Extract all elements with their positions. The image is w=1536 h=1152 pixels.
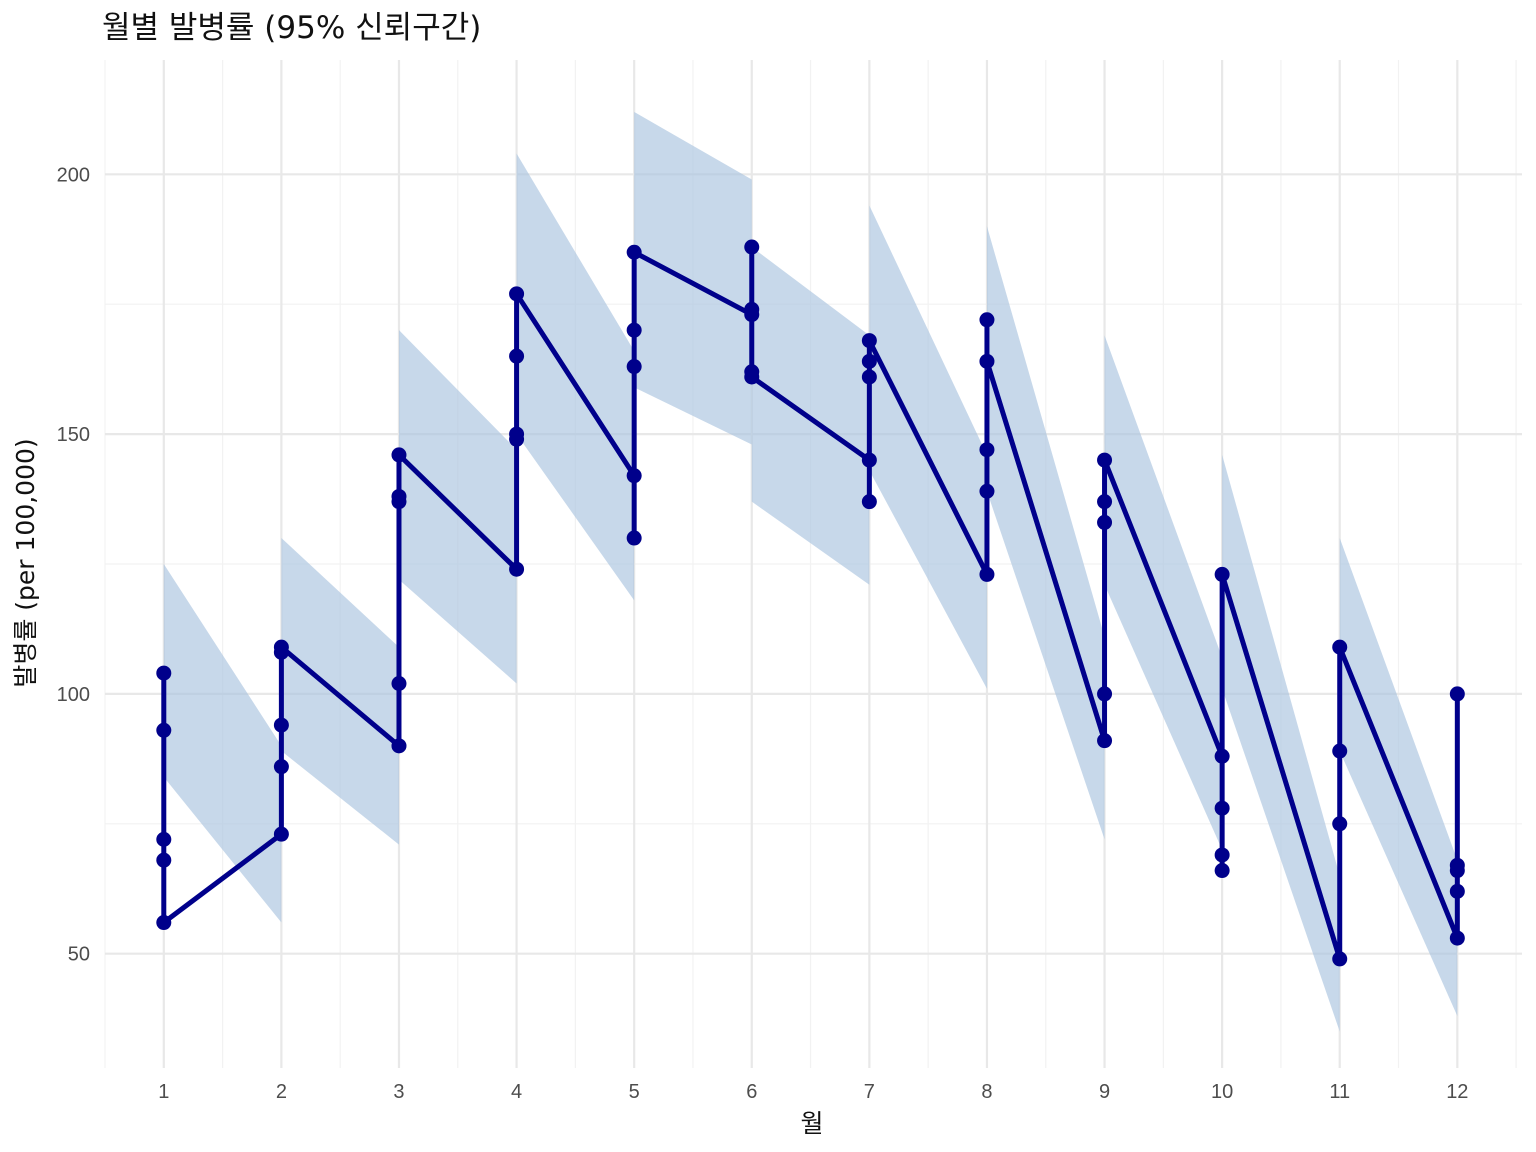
data-point [626, 530, 642, 546]
data-point [391, 488, 407, 504]
data-point [1097, 733, 1113, 749]
confidence-band [986, 226, 1105, 840]
x-tick-label: 9 [1099, 1081, 1110, 1103]
data-point [1332, 816, 1348, 832]
data-point [509, 348, 525, 364]
confidence-band [634, 111, 752, 445]
data-point [626, 359, 642, 375]
data-point [979, 442, 995, 458]
y-tick-label: 200 [57, 164, 90, 186]
data-point [273, 717, 289, 733]
data-point [744, 301, 760, 317]
confidence-band [1222, 454, 1340, 1032]
confidence-band [398, 330, 517, 684]
data-point [861, 494, 877, 510]
data-point [391, 676, 407, 692]
data-point [156, 852, 172, 868]
data-point [391, 738, 407, 754]
data-point [626, 322, 642, 338]
data-point [1449, 686, 1465, 702]
data-point [156, 665, 172, 681]
data-point [1449, 883, 1465, 899]
data-point [273, 759, 289, 775]
data-point [1214, 748, 1230, 764]
data-point [1097, 686, 1113, 702]
data-point [744, 369, 760, 385]
x-tick-label: 11 [1329, 1081, 1350, 1103]
data-point [273, 826, 289, 842]
confidence-band [516, 153, 635, 601]
y-tick-label: 150 [57, 424, 90, 446]
x-tick-label: 6 [746, 1081, 757, 1103]
chart-title: 월별 발병률 (95% 신뢰구간) [102, 10, 481, 46]
data-point [861, 333, 877, 349]
data-point [1214, 566, 1230, 582]
data-point [744, 239, 760, 255]
x-tick-label: 2 [276, 1081, 287, 1103]
data-point [156, 722, 172, 738]
y-tick-label: 100 [57, 684, 90, 706]
x-axis-title: 월 [800, 1109, 823, 1138]
data-point [979, 483, 995, 499]
data-point [509, 286, 525, 302]
data-point [1332, 639, 1348, 655]
confidence-band [1104, 335, 1223, 850]
data-point [979, 312, 995, 328]
confidence-band [163, 564, 282, 923]
data-point [626, 468, 642, 484]
data-point [626, 244, 642, 260]
y-tick-label: 50 [68, 944, 90, 966]
x-tick-label: 8 [981, 1081, 992, 1103]
confidence-band [1339, 538, 1458, 1017]
data-point [156, 915, 172, 931]
x-tick-label: 7 [864, 1081, 875, 1103]
x-tick-label: 1 [158, 1081, 169, 1103]
data-point [861, 353, 877, 369]
data-point [156, 831, 172, 847]
x-tick-label: 12 [1446, 1081, 1468, 1103]
data-point [1214, 800, 1230, 816]
data-point [273, 639, 289, 655]
x-tick-label: 4 [511, 1081, 522, 1103]
data-point [979, 353, 995, 369]
data-point [1332, 743, 1348, 759]
data-point [1097, 494, 1113, 510]
data-point [1097, 514, 1113, 530]
confidence-band [869, 205, 987, 689]
confidence-ribbons [163, 111, 1458, 1032]
data-point [1214, 863, 1230, 879]
y-axis-title: 발병률 (per 100,000) [11, 438, 40, 687]
y-axis-ticks: 50 100 150 200 [57, 164, 90, 965]
data-point [1449, 930, 1465, 946]
data-point [1214, 847, 1230, 863]
x-axis-ticks: 1 2 3 4 5 6 7 8 9 10 11 12 [158, 1081, 1468, 1103]
data-point [979, 566, 995, 582]
series-points [156, 239, 1465, 967]
confidence-band [281, 538, 399, 845]
data-point [509, 426, 525, 442]
data-point [861, 452, 877, 468]
x-tick-label: 10 [1211, 1081, 1233, 1103]
data-point [1332, 951, 1348, 967]
data-point [391, 447, 407, 463]
data-point [1449, 863, 1465, 879]
data-point [861, 369, 877, 385]
x-tick-label: 3 [393, 1081, 404, 1103]
data-point [509, 561, 525, 577]
data-point [1097, 452, 1113, 468]
x-tick-label: 5 [629, 1081, 640, 1103]
